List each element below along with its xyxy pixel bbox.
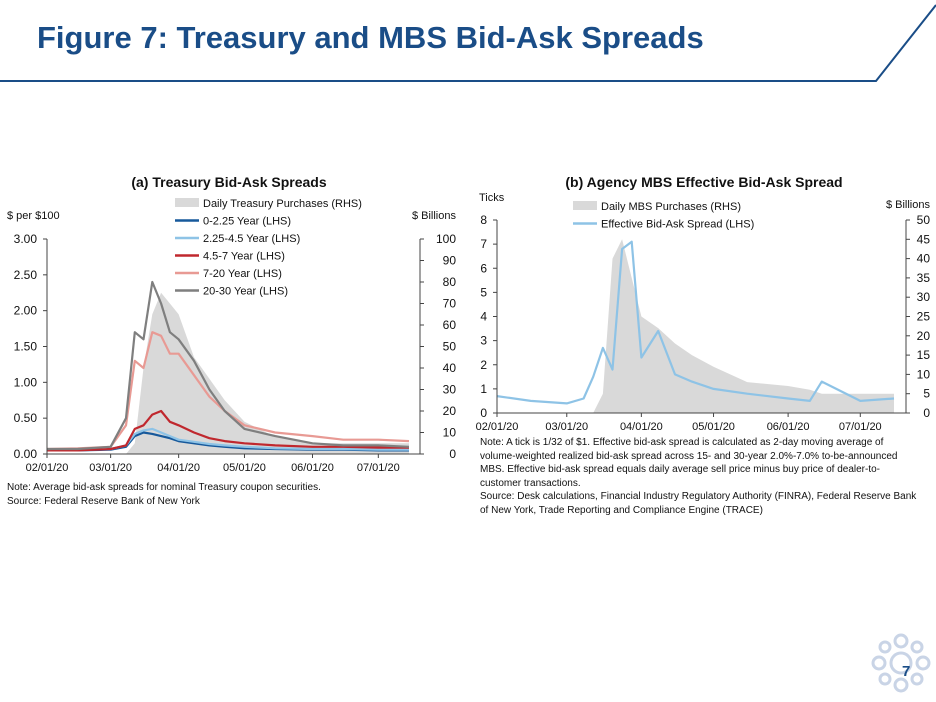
- x-tick-label: 02/01/20: [476, 421, 519, 433]
- left-notes: Note: Average bid-ask spreads for nomina…: [7, 481, 427, 508]
- y2-tick-label: 5: [923, 387, 930, 401]
- series-line: [47, 409, 409, 452]
- y2-tick-label: 60: [443, 318, 457, 332]
- y-tick-label: 2.00: [14, 304, 38, 318]
- legend-label: 4.5-7 Year (LHS): [203, 251, 285, 263]
- left-source-line: Source: Federal Reserve Bank of New York: [7, 495, 200, 507]
- y2-tick-label: 10: [917, 367, 931, 381]
- y-tick-label: 7: [480, 237, 487, 251]
- y-tick-label: 3: [480, 334, 487, 348]
- x-tick-label: 03/01/20: [545, 421, 588, 433]
- x-tick-label: 07/01/20: [357, 462, 400, 474]
- y-tick-label: 0.00: [14, 447, 38, 461]
- y2-tick-label: 30: [917, 290, 931, 304]
- chart-title: (a) Treasury Bid-Ask Spreads: [131, 174, 327, 190]
- y2-tick-label: 40: [443, 361, 457, 375]
- page-number: 7: [902, 663, 911, 680]
- y2-tick-label: 40: [917, 252, 931, 266]
- legend-swatch-area: [573, 201, 597, 210]
- y2-tick-label: 15: [917, 348, 931, 362]
- series-line: [46, 331, 410, 451]
- y2-tick-label: 20: [917, 329, 931, 343]
- legend-label: Daily MBS Purchases (RHS): [601, 201, 741, 213]
- y-tick-label: 8: [480, 213, 487, 227]
- x-tick-label: 03/01/20: [89, 462, 132, 474]
- legend-label: 2.25-4.5 Year (LHS): [203, 233, 300, 245]
- y2-tick-label: 100: [436, 232, 456, 246]
- y-tick-label: 2.50: [14, 268, 38, 282]
- y2-axis-label: $ Billions: [886, 199, 931, 211]
- x-tick-label: 04/01/20: [157, 462, 200, 474]
- y-axis-label: Ticks: [479, 192, 505, 204]
- left-note-line: Note: Average bid-ask spreads for nomina…: [7, 482, 321, 493]
- y-tick-label: 0.50: [14, 411, 38, 425]
- y2-tick-label: 30: [443, 383, 457, 397]
- x-tick-label: 02/01/20: [26, 462, 69, 474]
- x-tick-label: 06/01/20: [767, 421, 810, 433]
- y2-tick-label: 35: [917, 271, 931, 285]
- y2-axis-label: $ Billions: [412, 210, 457, 222]
- y-tick-label: 6: [480, 261, 487, 275]
- y2-tick-label: 80: [443, 275, 457, 289]
- y2-tick-label: 0: [449, 447, 456, 461]
- legend-label: 7-20 Year (LHS): [203, 268, 282, 280]
- y2-tick-label: 50: [443, 340, 457, 354]
- series-line: [47, 280, 410, 451]
- y-tick-label: 0: [480, 406, 487, 420]
- series-line: [496, 240, 895, 405]
- purchases-area: [47, 292, 409, 454]
- y2-tick-label: 50: [917, 213, 931, 227]
- y-tick-label: 2: [480, 358, 487, 372]
- legend-label: Effective Bid-Ask Spread (LHS): [601, 219, 754, 231]
- y2-tick-label: 0: [923, 406, 930, 420]
- right-source-line: Source: Desk calculations, Financial Ind…: [480, 491, 917, 502]
- logo-mark: [871, 633, 931, 693]
- x-tick-label: 05/01/20: [223, 462, 266, 474]
- x-tick-label: 06/01/20: [291, 462, 334, 474]
- y2-tick-label: 10: [443, 426, 457, 440]
- right-note-line: volume-weighted realized bid-ask spread …: [480, 450, 898, 462]
- legend-swatch-area: [175, 198, 199, 207]
- y-tick-label: 5: [480, 285, 487, 299]
- right-note-line: customer transactions.: [480, 477, 581, 489]
- y2-tick-label: 90: [443, 254, 457, 268]
- y2-tick-label: 20: [443, 404, 457, 418]
- x-tick-label: 04/01/20: [620, 421, 663, 433]
- y2-tick-label: 45: [917, 232, 931, 246]
- header-rule: [0, 4, 936, 82]
- y-tick-label: 3.00: [14, 232, 38, 246]
- y-tick-label: 1: [480, 382, 487, 396]
- page-title: Figure 7: Treasury and MBS Bid-Ask Sprea…: [37, 20, 704, 55]
- y-tick-label: 1.00: [14, 375, 38, 389]
- right-notes: Note: A tick is 1/32 of $1. Effective bi…: [480, 436, 936, 517]
- y-tick-label: 4: [480, 310, 487, 324]
- y2-tick-label: 25: [917, 310, 931, 324]
- right-note-line: MBS. Effective bid-ask spread equals dai…: [480, 464, 881, 475]
- y-axis-label: $ per $100: [7, 210, 60, 222]
- chart-title: (b) Agency MBS Effective Bid-Ask Spread: [565, 174, 842, 190]
- header-banner: [0, 4, 936, 82]
- right-source-line: of New York, Trade Reporting and Complia…: [480, 504, 763, 516]
- right-note-line: Note: A tick is 1/32 of $1. Effective bi…: [480, 437, 884, 448]
- x-tick-label: 05/01/20: [692, 421, 735, 433]
- legend-label: Daily Treasury Purchases (RHS): [203, 198, 362, 210]
- purchases-area: [497, 239, 894, 413]
- legend-label: 0-2.25 Year (LHS): [203, 216, 291, 228]
- y-tick-label: 1.50: [14, 340, 38, 354]
- legend-label: 20-30 Year (LHS): [203, 286, 288, 298]
- y2-tick-label: 70: [443, 297, 457, 311]
- x-tick-label: 07/01/20: [839, 421, 882, 433]
